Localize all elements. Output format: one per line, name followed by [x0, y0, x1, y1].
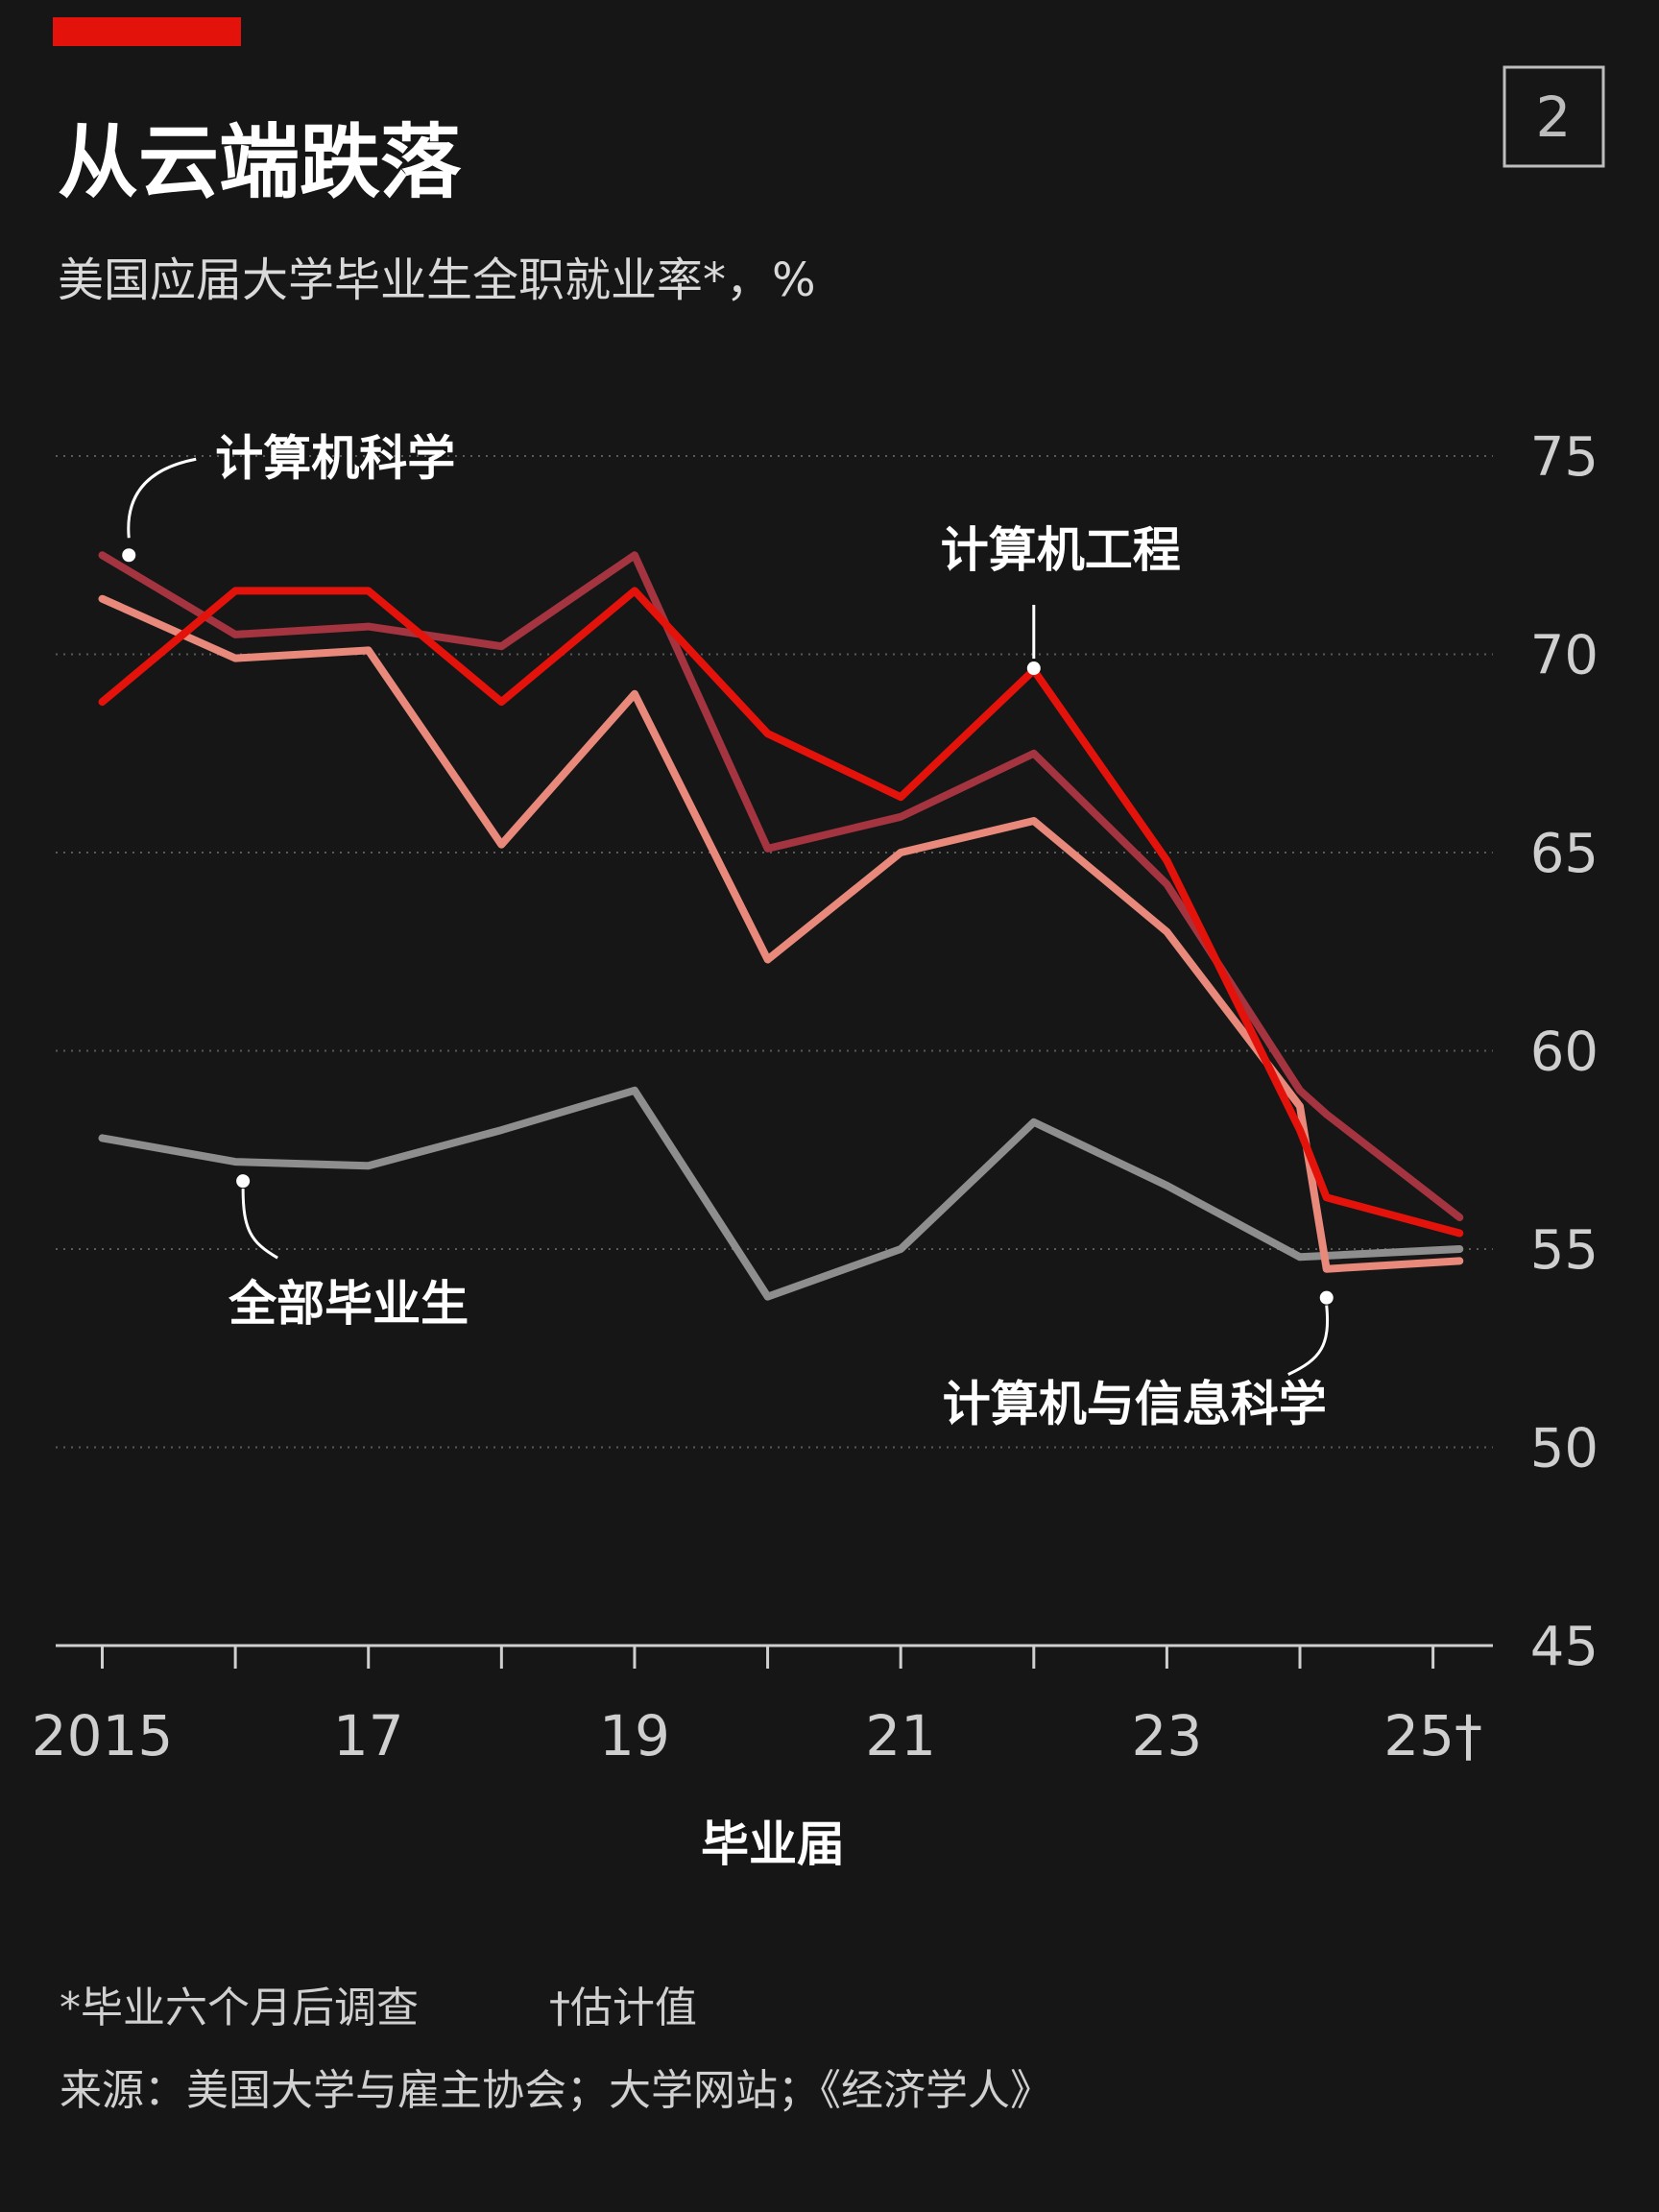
accent-bar [53, 17, 241, 46]
leader-computer-science [127, 457, 197, 539]
x-axis [56, 1644, 1493, 1669]
leader-all-graduates [241, 1189, 278, 1260]
dot-computer-info-science [1319, 1290, 1334, 1305]
series-line-4 [98, 587, 1464, 1238]
y-tick-label-55: 55 [1530, 1219, 1599, 1282]
y-axis-ticks: 45 50 55 60 65 70 75 [1530, 426, 1599, 1678]
dot-all-graduates [236, 1174, 251, 1189]
x-tick-label-2023: 23 [1131, 1703, 1202, 1768]
source-note: 来源：美国大学与雇主协会；大学网站；《经济学人》 [60, 2066, 1052, 2115]
dot-computer-engineering [1026, 661, 1041, 676]
label-computer-info-science: 计算机与信息科学 [943, 1377, 1327, 1432]
x-tick-label-2021: 21 [865, 1703, 936, 1768]
series-lines [98, 551, 1464, 1301]
series-line-3 [98, 551, 1464, 1221]
x-tick-label-2019: 19 [599, 1703, 670, 1768]
y-tick-label-60: 60 [1530, 1022, 1599, 1084]
x-axis-label: 毕业届 [701, 1816, 845, 1872]
series-line-1 [98, 1086, 1464, 1301]
y-tick-label-75: 75 [1530, 426, 1599, 489]
footnote-survey: *毕业六个月后调查 [60, 1984, 419, 2032]
x-axis-tick-labels: 2015 17 19 21 23 25† [32, 1703, 1482, 1768]
footnote-estimate: †估计值 [549, 1984, 697, 2032]
y-tick-label-50: 50 [1530, 1418, 1599, 1480]
label-computer-science: 计算机科学 [215, 430, 455, 486]
figure-number-frame [1503, 65, 1605, 168]
x-tick-label-2015: 2015 [32, 1703, 174, 1768]
figure-number: 2 [1536, 84, 1572, 150]
x-tick-label-2025: 25† [1383, 1703, 1482, 1768]
label-computer-engineering: 计算机工程 [941, 522, 1181, 578]
label-all-graduates: 全部毕业生 [228, 1276, 469, 1332]
dot-computer-science [122, 548, 136, 563]
x-tick-label-2017: 17 [333, 1703, 404, 1768]
y-tick-label-65: 65 [1530, 823, 1599, 885]
y-tick-label-70: 70 [1530, 625, 1599, 687]
leader-computer-info-science [1287, 1305, 1330, 1377]
y-tick-label-45: 45 [1530, 1616, 1599, 1678]
chart-title: 从云端跌落 [58, 115, 462, 209]
figure-number-box: 2 [1503, 65, 1605, 168]
chart-subtitle: 美国应届大学毕业生全职就业率*，% [58, 253, 816, 307]
